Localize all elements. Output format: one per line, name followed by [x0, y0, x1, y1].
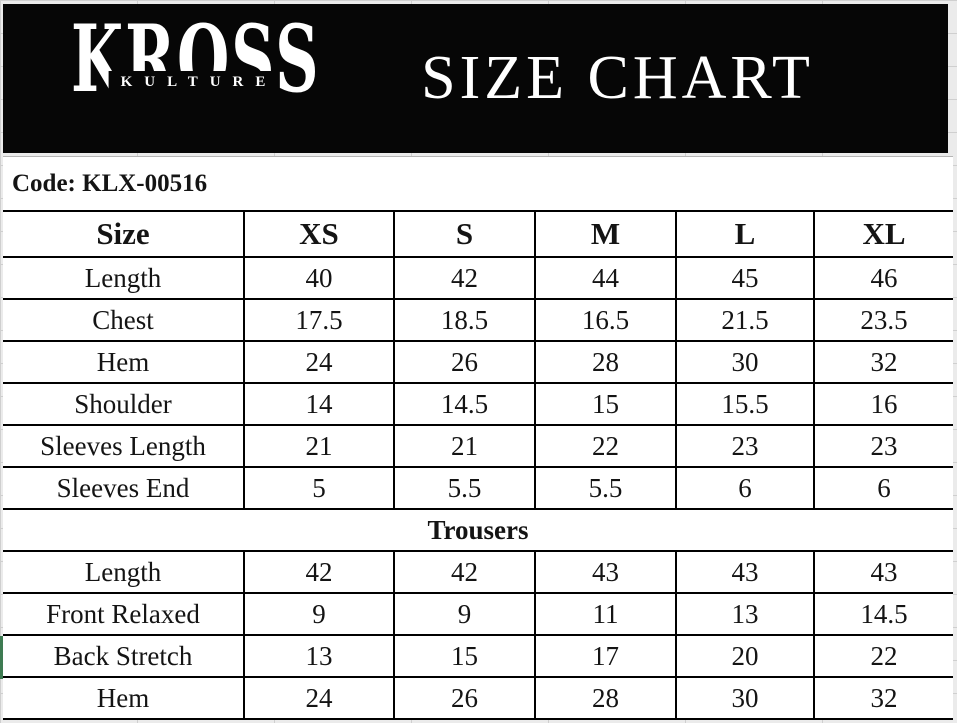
- column-header-xl: XL: [813, 212, 953, 256]
- column-header-m: M: [534, 212, 675, 256]
- table-cell: 26: [393, 678, 534, 718]
- table-row-trouser-length: Length 42 42 43 43 43: [3, 552, 953, 594]
- table-cell: 43: [534, 552, 675, 592]
- row-label: Chest: [92, 304, 154, 335]
- table-cell: 23.5: [813, 300, 953, 340]
- table-row-front-relaxed: Front Relaxed 9 9 11 13 14.5: [3, 594, 953, 636]
- table-cell: 5: [243, 468, 393, 508]
- table-cell: 9: [393, 594, 534, 634]
- table-cell: 21: [393, 426, 534, 466]
- row-label: Back Stretch: [53, 640, 193, 671]
- table-row-length: Length 40 42 44 45 46: [3, 258, 953, 300]
- table-row-chest: Chest 17.5 18.5 16.5 21.5 23.5: [3, 300, 953, 342]
- table-cell: 30: [675, 342, 813, 382]
- selection-accent: [0, 636, 3, 679]
- table-cell: 22: [813, 636, 953, 676]
- table-cell: 15: [534, 384, 675, 424]
- table-cell: 6: [813, 468, 953, 508]
- table-cell: 28: [534, 342, 675, 382]
- table-cell: 40: [243, 258, 393, 298]
- table-cell: 17: [534, 636, 675, 676]
- column-header-xs: XS: [243, 212, 393, 256]
- table-cell: 20: [675, 636, 813, 676]
- table-cell: 15: [393, 636, 534, 676]
- table-cell: 13: [243, 636, 393, 676]
- table-cell: 24: [243, 342, 393, 382]
- page-title: SIZE CHART: [421, 44, 814, 112]
- table-cell: 26: [393, 342, 534, 382]
- table-cell: 14.5: [813, 594, 953, 634]
- table-cell: 23: [675, 426, 813, 466]
- row-label: Hem: [96, 346, 150, 377]
- table-cell: 5.5: [534, 468, 675, 508]
- table-cell: 13: [675, 594, 813, 634]
- table-cell: 23: [813, 426, 953, 466]
- table-header-row: Size XS S M L XL: [3, 212, 953, 258]
- logo-subtitle: KULTURE: [108, 70, 278, 94]
- row-label: Sleeves End: [56, 472, 190, 503]
- row-label: Length: [84, 556, 162, 587]
- section-header-trousers: Trousers: [3, 510, 953, 552]
- brand-banner: KROSS KULTURE SIZE CHART: [3, 4, 948, 153]
- table-cell: 9: [243, 594, 393, 634]
- table-cell: 43: [675, 552, 813, 592]
- table-cell: 46: [813, 258, 953, 298]
- table-cell: 42: [243, 552, 393, 592]
- row-label: Shoulder: [74, 388, 172, 419]
- brand-logo: KROSS KULTURE: [71, 8, 319, 135]
- table-cell: 6: [675, 468, 813, 508]
- table-cell: 21.5: [675, 300, 813, 340]
- section-label: Trousers: [427, 514, 529, 545]
- column-header-size: Size: [96, 216, 150, 251]
- row-label: Front Relaxed: [46, 598, 200, 629]
- product-code-row: Code: KLX-00516: [3, 157, 953, 212]
- row-label: Length: [84, 262, 162, 293]
- row-label: Sleeves Length: [40, 430, 206, 461]
- table-cell: 30: [675, 678, 813, 718]
- column-header-s: S: [393, 212, 534, 256]
- table-cell: 14.5: [393, 384, 534, 424]
- size-chart-table: Code: KLX-00516 Size XS S M L XL Length …: [3, 156, 953, 720]
- table-cell: 43: [813, 552, 953, 592]
- table-cell: 22: [534, 426, 675, 466]
- table-cell: 11: [534, 594, 675, 634]
- table-cell: 5.5: [393, 468, 534, 508]
- table-cell: 16.5: [534, 300, 675, 340]
- table-cell: 42: [393, 552, 534, 592]
- table-row-shoulder: Shoulder 14 14.5 15 15.5 16: [3, 384, 953, 426]
- table-cell: 18.5: [393, 300, 534, 340]
- table-cell: 14: [243, 384, 393, 424]
- table-cell: 28: [534, 678, 675, 718]
- table-row-trouser-hem: Hem 24 26 28 30 32: [3, 678, 953, 720]
- table-row-sleeves-end: Sleeves End 5 5.5 5.5 6 6: [3, 468, 953, 510]
- row-label: Hem: [96, 682, 150, 713]
- table-row-sleeves-length: Sleeves Length 21 21 22 23 23: [3, 426, 953, 468]
- product-code: Code: KLX-00516: [12, 169, 208, 197]
- table-row-hem: Hem 24 26 28 30 32: [3, 342, 953, 384]
- table-cell: 16: [813, 384, 953, 424]
- table-cell: 42: [393, 258, 534, 298]
- table-cell: 24: [243, 678, 393, 718]
- table-cell: 45: [675, 258, 813, 298]
- table-cell: 21: [243, 426, 393, 466]
- table-cell: 32: [813, 678, 953, 718]
- table-cell: 32: [813, 342, 953, 382]
- table-cell: 44: [534, 258, 675, 298]
- table-row-back-stretch: Back Stretch 13 15 17 20 22: [3, 636, 953, 678]
- column-header-l: L: [675, 212, 813, 256]
- table-cell: 15.5: [675, 384, 813, 424]
- table-cell: 17.5: [243, 300, 393, 340]
- logo-wordmark: KROSS: [71, 5, 321, 114]
